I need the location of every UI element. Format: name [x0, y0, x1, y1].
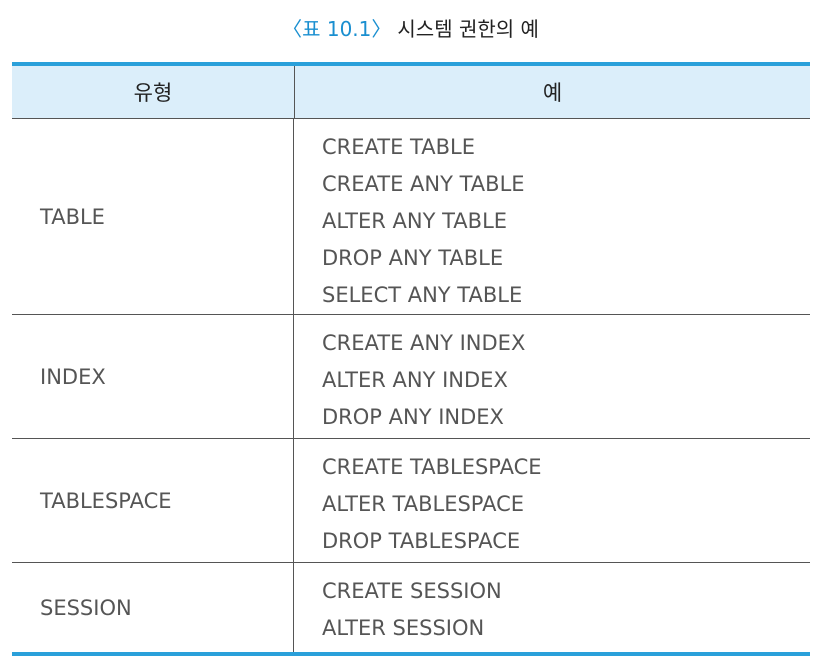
header-example: 예	[542, 81, 563, 105]
row-type: TABLESPACE	[12, 439, 294, 562]
row-type: SESSION	[12, 563, 294, 652]
privilege-item: CREATE TABLE	[322, 135, 475, 159]
caption-title: 시스템 권한의 예	[397, 16, 539, 41]
table-row: SESSION CREATE SESSION ALTER SESSION	[12, 563, 810, 652]
privilege-item: DROP ANY INDEX	[322, 405, 504, 429]
privilege-item: ALTER TABLESPACE	[322, 492, 525, 516]
privilege-item: DROP ANY TABLE	[322, 246, 504, 270]
privilege-item: DROP TABLESPACE	[322, 529, 521, 553]
privilege-item: ALTER SESSION	[322, 616, 485, 640]
header-type: 유형	[12, 66, 295, 118]
row-examples: CREATE TABLE CREATE ANY TABLE ALTER ANY …	[294, 119, 810, 314]
privilege-item: SELECT ANY TABLE	[322, 283, 523, 307]
privilege-item: CREATE ANY INDEX	[322, 331, 526, 355]
table-top-rule	[12, 62, 810, 66]
privilege-item: CREATE ANY TABLE	[322, 172, 525, 196]
caption-label: 〈표 10.1〉	[282, 16, 392, 41]
row-examples: CREATE ANY INDEX ALTER ANY INDEX DROP AN…	[294, 315, 810, 438]
privilege-item: CREATE TABLESPACE	[322, 455, 542, 479]
table-header: 유형 예	[12, 66, 810, 119]
row-type: INDEX	[12, 315, 294, 438]
row-examples: CREATE SESSION ALTER SESSION	[294, 563, 810, 652]
privilege-item: ALTER ANY INDEX	[322, 368, 508, 392]
table-row: TABLESPACE CREATE TABLESPACE ALTER TABLE…	[12, 439, 810, 563]
row-type: TABLE	[12, 119, 294, 314]
table-caption: 〈표 10.1〉 시스템 권한의 예	[0, 12, 821, 42]
privilege-item: CREATE SESSION	[322, 579, 502, 603]
privilege-item: ALTER ANY TABLE	[322, 209, 508, 233]
row-examples: CREATE TABLESPACE ALTER TABLESPACE DROP …	[294, 439, 810, 562]
table-row: TABLE CREATE TABLE CREATE ANY TABLE ALTE…	[12, 119, 810, 315]
table-row: INDEX CREATE ANY INDEX ALTER ANY INDEX D…	[12, 315, 810, 439]
privilege-table: 유형 예 TABLE CREATE TABLE CREATE ANY TABLE…	[12, 62, 810, 656]
table-bottom-rule	[12, 652, 810, 656]
